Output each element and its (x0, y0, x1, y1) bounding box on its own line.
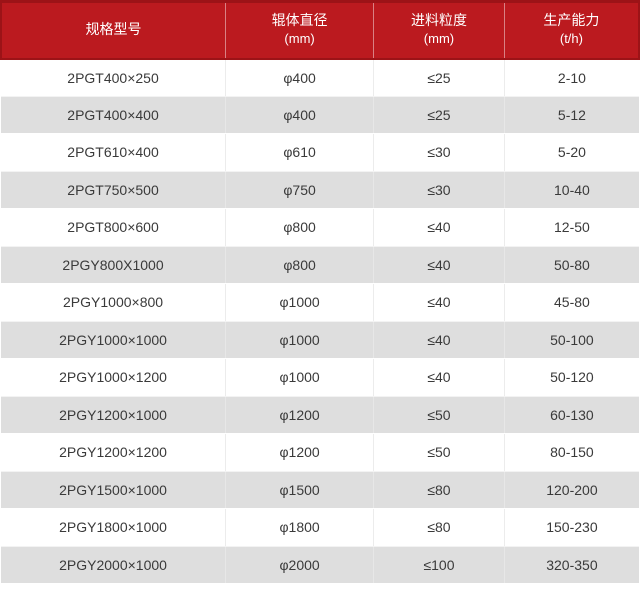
table-row: 2PGT800×600 φ800 ≤40 12-50 (1, 208, 639, 247)
cell-model: 2PGY1200×1200 (1, 433, 226, 472)
cell-capacity: 10-40 (503, 171, 639, 209)
cell-roller-diameter: φ800 (225, 208, 374, 247)
table-row: 2PGY2000×1000 φ2000 ≤100 320-350 (1, 546, 639, 584)
cell-model: 2PGY1200×1000 (1, 396, 226, 434)
column-header-unit: (t/h) (559, 30, 583, 46)
cell-roller-diameter: φ1000 (225, 321, 374, 359)
cell-capacity: 50-120 (503, 358, 639, 397)
cell-model: 2PGT750×500 (1, 171, 226, 209)
cell-model: 2PGT400×250 (1, 58, 226, 97)
cell-model: 2PGY1800×1000 (1, 508, 226, 547)
cell-feed-size: ≤80 (373, 508, 505, 547)
cell-roller-diameter: φ1200 (225, 433, 374, 472)
cell-roller-diameter: φ800 (225, 246, 374, 284)
table-row: 2PGY1200×1000 φ1200 ≤50 60-130 (1, 396, 639, 434)
cell-capacity: 12-50 (503, 208, 639, 247)
cell-roller-diameter: φ400 (225, 58, 374, 97)
table-row: 2PGY1500×1000 φ1500 ≤80 120-200 (1, 471, 639, 509)
cell-roller-diameter: φ1000 (225, 358, 374, 397)
cell-model: 2PGY800X1000 (1, 246, 226, 284)
cell-capacity: 320-350 (503, 546, 639, 584)
column-header-label: 进料粒度 (410, 11, 467, 28)
table-row: 2PGT400×250 φ400 ≤25 2-10 (1, 58, 639, 97)
cell-model: 2PGY1000×800 (1, 283, 226, 322)
column-header-unit: (mm) (284, 30, 315, 46)
cell-roller-diameter: φ1000 (225, 283, 374, 322)
cell-capacity: 60-130 (503, 396, 639, 434)
cell-roller-diameter: φ610 (225, 133, 374, 172)
cell-feed-size: ≤80 (373, 471, 505, 509)
cell-feed-size: ≤25 (373, 58, 505, 97)
cell-feed-size: ≤40 (373, 358, 505, 397)
table-row: 2PGY1200×1200 φ1200 ≤50 80-150 (1, 433, 639, 472)
cell-model: 2PGY1500×1000 (1, 471, 226, 509)
cell-roller-diameter: φ400 (225, 96, 374, 134)
cell-model: 2PGY1000×1000 (1, 321, 226, 359)
cell-roller-diameter: φ1800 (225, 508, 374, 547)
cell-roller-diameter: φ750 (225, 171, 374, 209)
cell-roller-diameter: φ2000 (225, 546, 374, 584)
cell-feed-size: ≤30 (373, 133, 505, 172)
cell-feed-size: ≤40 (373, 208, 505, 247)
table-row: 2PGT400×400 φ400 ≤25 5-12 (1, 96, 639, 134)
cell-feed-size: ≤50 (373, 433, 505, 472)
column-header-capacity: 生产能力 (t/h) (503, 0, 640, 60)
spec-table-body: 2PGT400×250 φ400 ≤25 2-10 2PGT400×400 φ400 ≤25… (1, 58, 639, 584)
column-header-feed-size: 进料粒度 (mm) (373, 0, 505, 60)
table-row: 2PGY1000×1000 φ1000 ≤40 50-100 (1, 321, 639, 359)
cell-capacity: 45-80 (503, 283, 639, 322)
cell-capacity: 2-10 (503, 58, 639, 97)
cell-model: 2PGT400×400 (1, 96, 226, 134)
cell-capacity: 5-20 (503, 133, 639, 172)
cell-feed-size: ≤25 (373, 96, 505, 134)
table-row: 2PGT610×400 φ610 ≤30 5-20 (1, 133, 639, 172)
table-row: 2PGY1800×1000 φ1800 ≤80 150-230 (1, 508, 639, 547)
cell-feed-size: ≤40 (373, 283, 505, 322)
column-header-label: 生产能力 (543, 11, 600, 28)
table-row: 2PGY1000×1200 φ1000 ≤40 50-120 (1, 358, 639, 397)
cell-feed-size: ≤100 (373, 546, 505, 584)
cell-capacity: 80-150 (503, 433, 639, 472)
cell-roller-diameter: φ1200 (225, 396, 374, 434)
cell-model: 2PGT610×400 (1, 133, 226, 172)
cell-feed-size: ≤30 (373, 171, 505, 209)
cell-roller-diameter: φ1500 (225, 471, 374, 509)
cell-capacity: 5-12 (503, 96, 639, 134)
cell-capacity: 50-80 (503, 246, 639, 284)
cell-capacity: 50-100 (503, 321, 639, 359)
table-row: 2PGT750×500 φ750 ≤30 10-40 (1, 171, 639, 209)
cell-capacity: 150-230 (503, 508, 639, 547)
table-row: 2PGY800X1000 φ800 ≤40 50-80 (1, 246, 639, 284)
column-header-roller-diameter: 辊体直径 (mm) (225, 0, 374, 60)
column-header-unit: (mm) (423, 30, 455, 46)
cell-model: 2PGT800×600 (1, 208, 226, 247)
cell-model: 2PGY1000×1200 (1, 358, 226, 397)
column-header-label: 辊体直径 (271, 11, 328, 28)
table-row: 2PGY1000×800 φ1000 ≤40 45-80 (1, 283, 639, 322)
cell-model: 2PGY2000×1000 (1, 546, 226, 584)
cell-feed-size: ≤40 (373, 246, 505, 284)
column-header-label: 规格型号 (85, 21, 142, 38)
header-row: 规格型号 辊体直径 (mm) 进料粒度 (mm) 生产能力 (t/h) (0, 0, 640, 60)
cell-feed-size: ≤40 (373, 321, 505, 359)
column-header-model: 规格型号 (0, 0, 226, 60)
cell-capacity: 120-200 (503, 471, 639, 509)
cell-feed-size: ≤50 (373, 396, 505, 434)
spec-table-header: 规格型号 辊体直径 (mm) 进料粒度 (mm) 生产能力 (t/h) (0, 0, 640, 60)
